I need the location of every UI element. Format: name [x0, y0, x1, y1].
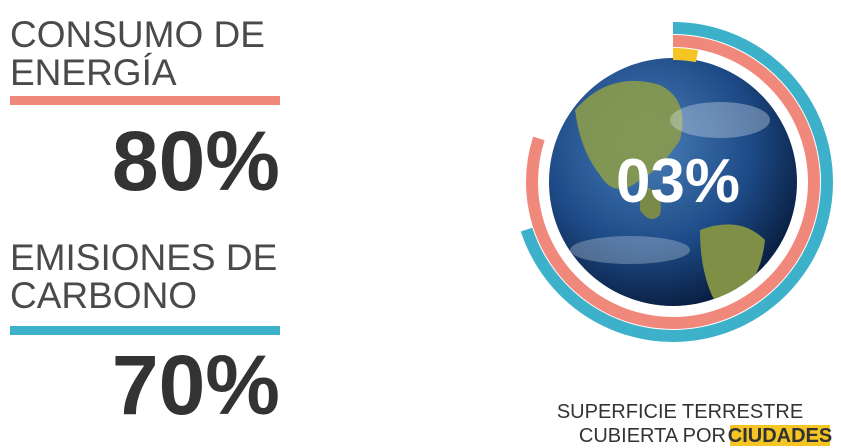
caption: SUPERFICIE TERRESTRE	[557, 401, 803, 423]
caption-highlight: CIUDADES	[728, 425, 832, 447]
ring-arc	[526, 35, 820, 329]
legend-bar	[10, 326, 280, 335]
series-value: 70%	[112, 338, 280, 432]
highlight	[730, 425, 830, 446]
caption: CUBIERTA POR	[579, 425, 726, 447]
series-label: CONSUMO DE	[10, 14, 265, 55]
series-value: 80%	[112, 114, 280, 208]
center-arc	[672, 48, 699, 63]
continents	[570, 80, 770, 306]
series-label: EMISIONES DE	[10, 237, 277, 278]
ring-arc	[520, 22, 833, 342]
center-label: 03%	[616, 147, 740, 216]
legend-bar	[10, 96, 280, 105]
series-label: ENERGÍA	[10, 52, 177, 93]
series-label: CARBONO	[10, 275, 197, 316]
